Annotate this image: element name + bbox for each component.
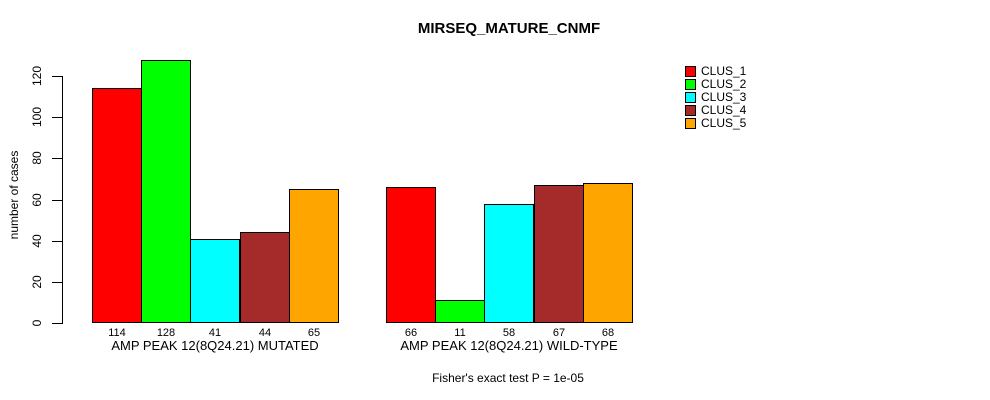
bar-clus_1-group1 (386, 187, 436, 323)
bar-clus_4-group0 (240, 232, 290, 323)
bar-value-label: 114 (108, 327, 126, 339)
bar-value-label: 44 (258, 327, 272, 339)
y-axis-tick (52, 76, 62, 77)
bar-value-label: 65 (307, 327, 321, 339)
bar-clus_5-group1 (583, 183, 633, 323)
bar-clus_2-group1 (435, 300, 485, 323)
y-axis-tick-label: 20 (30, 275, 44, 289)
group-label-mutated: AMP PEAK 12(8Q24.21) MUTATED (111, 338, 319, 353)
bar-clus_2-group0 (141, 60, 191, 323)
y-axis-tick (52, 323, 62, 324)
y-axis-tick-label: 60 (30, 193, 44, 207)
legend-label-clus_1: CLUS_1 (701, 64, 747, 78)
y-axis-tick-label: 40 (30, 234, 44, 248)
legend-swatch-clus_4 (685, 105, 696, 116)
legend-label-clus_2: CLUS_2 (701, 77, 747, 91)
bar-clus_3-group1 (484, 204, 534, 323)
legend-swatch-clus_2 (685, 79, 696, 90)
y-axis-tick (52, 158, 62, 159)
bar-value-label: 41 (208, 327, 222, 339)
bar-clus_1-group0 (92, 88, 142, 323)
y-axis-tick (52, 117, 62, 118)
bar-value-label: 66 (404, 327, 418, 339)
bar-clus_4-group1 (534, 185, 584, 323)
legend-swatch-clus_5 (685, 118, 696, 129)
legend-label-clus_3: CLUS_3 (701, 90, 747, 104)
legend-label-clus_4: CLUS_4 (701, 103, 747, 117)
group-label-wild-type: AMP PEAK 12(8Q24.21) WILD-TYPE (400, 338, 618, 353)
bar-value-label: 128 (156, 327, 176, 339)
y-axis-tick-label: 0 (30, 319, 44, 327)
y-axis-tick (52, 200, 62, 201)
bar-value-label: 58 (502, 327, 516, 339)
legend-label-clus_5: CLUS_5 (701, 116, 747, 130)
bar-clus_5-group0 (289, 189, 339, 323)
bar-value-label: 67 (552, 327, 566, 339)
y-axis-tick-label: 120 (30, 65, 44, 87)
y-axis-tick (52, 241, 62, 242)
bar-value-label: 11 (454, 327, 466, 339)
legend-swatch-clus_1 (685, 66, 696, 77)
y-axis-tick-label: 80 (30, 151, 44, 165)
y-axis-tick (52, 282, 62, 283)
y-axis-line (62, 76, 63, 324)
legend-swatch-clus_3 (685, 92, 696, 103)
bar-clus_3-group0 (190, 239, 240, 323)
y-axis-tick-label: 100 (30, 106, 44, 128)
fisher-test-footnote: Fisher's exact test P = 1e-05 (432, 371, 584, 385)
bar-value-label: 68 (601, 327, 615, 339)
chart-title: MIRSEQ_MATURE_CNMF (417, 20, 601, 37)
y-axis-label: number of cases (7, 150, 21, 240)
